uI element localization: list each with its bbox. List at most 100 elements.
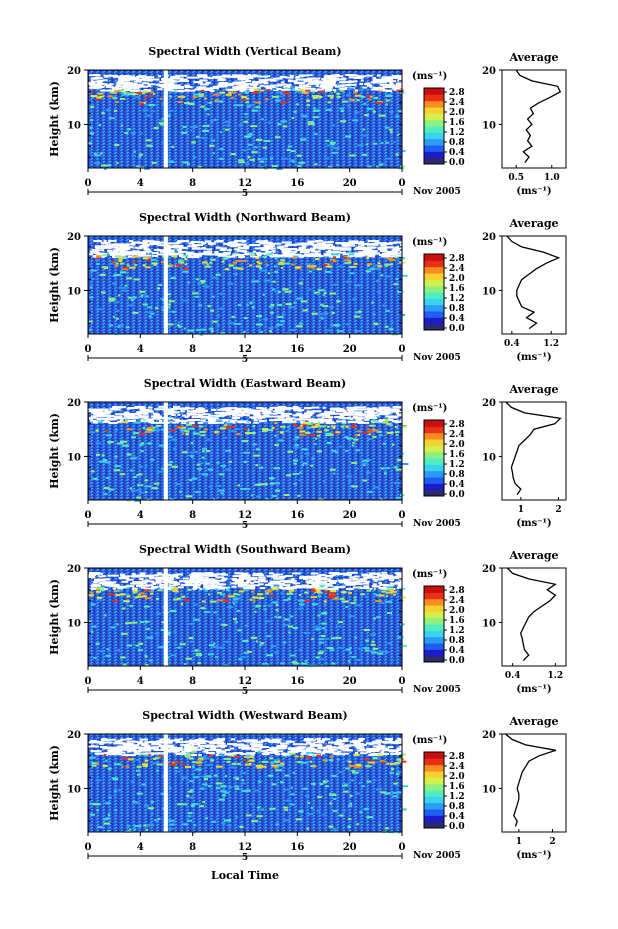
colorbar-swatch (424, 439, 444, 446)
colorbar-unit: (ms⁻¹) (412, 237, 447, 248)
y-tick-label: 20 (67, 66, 81, 77)
date-label: Nov 2005 (413, 685, 461, 695)
x-tick-label: 0 (399, 510, 406, 521)
average-x-tick-label: 0.4 (505, 671, 521, 681)
panel-3: Spectral Width (Eastward Beam)2010Height… (48, 377, 567, 531)
panel-4: Spectral Width (Southward Beam) 20 10 Heigh… (48, 543, 567, 697)
colorbar-unit: (ms⁻¹) (412, 403, 447, 414)
panel-5: Spectral Width (Westward Beam)2010Height… (48, 709, 567, 863)
colorbar-frame (423, 585, 445, 663)
colorbar-swatch (424, 821, 444, 829)
colorbar-tick-label: 2.4 (449, 98, 465, 108)
colorbar-tick-label: 2.8 (449, 586, 465, 596)
colorbar-swatch (424, 489, 444, 497)
colorbar-tick-label: 2.4 (449, 596, 465, 606)
colorbar-tick-label: 0.8 (449, 470, 465, 480)
y-tick-label: 10 (67, 452, 81, 463)
average-title: Average (508, 715, 558, 728)
colorbar-swatch (424, 113, 444, 121)
y-tick-label: 20 (67, 232, 81, 243)
y-tick-label: 10 (67, 286, 81, 297)
y-axis-label: Height (km) (48, 579, 61, 655)
x-tick-label: 0 (399, 178, 406, 189)
average-x-tick-label: 1 (518, 505, 524, 515)
panel-1: Spectral Width (Vertical Beam) 20 10 Height… (48, 45, 567, 199)
average-title: Average (508, 383, 558, 396)
x-tick-label: 16 (290, 178, 304, 189)
average-y-tick-label: 20 (482, 398, 496, 409)
average-profile-line (506, 235, 561, 330)
panel-title: Spectral Width (Northward Beam) (139, 211, 351, 224)
colorbar-unit: (ms⁻¹) (412, 71, 447, 82)
colorbar-tick-label: 2.0 (449, 772, 465, 782)
y-axis-label: Height (km) (48, 81, 61, 157)
x-tick-label: 0 (399, 842, 406, 853)
date-label: Nov 2005 (413, 851, 461, 861)
colorbar-tick-label: 2.0 (449, 108, 465, 118)
average-x-label: (ms⁻¹) (516, 186, 551, 197)
colorbar-swatch (424, 598, 444, 606)
colorbar-swatch (424, 809, 444, 816)
x-tick-label: 12 (238, 842, 252, 853)
colorbar-swatch (424, 636, 444, 644)
colorbar-tick-label: 1.2 (449, 460, 465, 470)
colorbar-swatch (424, 292, 444, 299)
average-profile-line (506, 567, 557, 662)
panel-title: Spectral Width (Vertical Beam) (148, 45, 341, 58)
x-tick-label: 20 (343, 344, 357, 355)
colorbar-swatch (424, 119, 444, 127)
data-gap (163, 568, 168, 666)
colorbar-swatch (424, 611, 444, 619)
colorbar-swatch (424, 655, 444, 663)
colorbar-swatch (424, 94, 444, 102)
colorbar-unit: (ms⁻¹) (412, 735, 447, 746)
x-tick-label: 4 (137, 344, 144, 355)
x-tick-label: 8 (189, 676, 196, 687)
average-x-tick-label: 0.5 (508, 173, 524, 183)
colorbar-tick-label: 0.0 (449, 158, 465, 168)
colorbar-tick-label: 1.6 (449, 782, 465, 792)
colorbar-swatch (424, 451, 444, 459)
panel-title: Spectral Width (Westward Beam) (142, 709, 347, 722)
colorbar-swatch (424, 815, 444, 823)
colorbar-swatch (424, 317, 444, 325)
colorbar-tick-label: 0.0 (449, 490, 465, 500)
average-y-tick-label: 20 (482, 66, 496, 77)
colorbar-tick-label: 2.8 (449, 254, 465, 264)
colorbar-tick-label: 2.0 (449, 440, 465, 450)
panel-title: Spectral Width (Southward Beam) (139, 543, 351, 556)
x-tick-label: 12 (238, 178, 252, 189)
x-tick-label: 8 (189, 842, 196, 853)
colorbar-swatch (424, 266, 444, 274)
average-x-tick-label: 1.2 (547, 671, 563, 681)
colorbar-swatch (424, 426, 444, 434)
heatmap-texture (88, 73, 411, 170)
colorbar-swatch (424, 630, 444, 638)
average-x-label: (ms⁻¹) (516, 850, 551, 861)
average-title: Average (508, 549, 558, 562)
x-tick-label: 8 (189, 510, 196, 521)
average-x-label: (ms⁻¹) (516, 352, 551, 363)
average-profile: Average 20 10 0.5 1.0 (ms⁻¹) (482, 51, 567, 197)
y-tick-label: 10 (67, 120, 81, 131)
colorbar-tick-label: 0.4 (449, 148, 465, 158)
colorbar-swatch (424, 304, 444, 312)
average-profile-line (504, 733, 557, 827)
average-x-tick-label: 1 (516, 837, 522, 847)
colorbar-tick-label: 1.6 (449, 616, 465, 626)
x-tick-label: 16 (290, 676, 304, 687)
colorbar-swatch (424, 279, 444, 287)
average-x-label: (ms⁻¹) (516, 684, 551, 695)
average-y-tick-label: 10 (482, 784, 496, 795)
colorbar-swatch (424, 790, 444, 797)
colorbar-swatch (424, 470, 444, 478)
x-tick-label: 20 (343, 842, 357, 853)
date-day: 5 (242, 853, 248, 863)
average-profile-line (505, 401, 562, 495)
x-tick-label: 16 (290, 842, 304, 853)
colorbar-swatch (424, 432, 444, 440)
x-tick-label: 8 (189, 344, 196, 355)
colorbar-swatch (424, 100, 444, 108)
colorbar-tick-label: 1.6 (449, 118, 465, 128)
